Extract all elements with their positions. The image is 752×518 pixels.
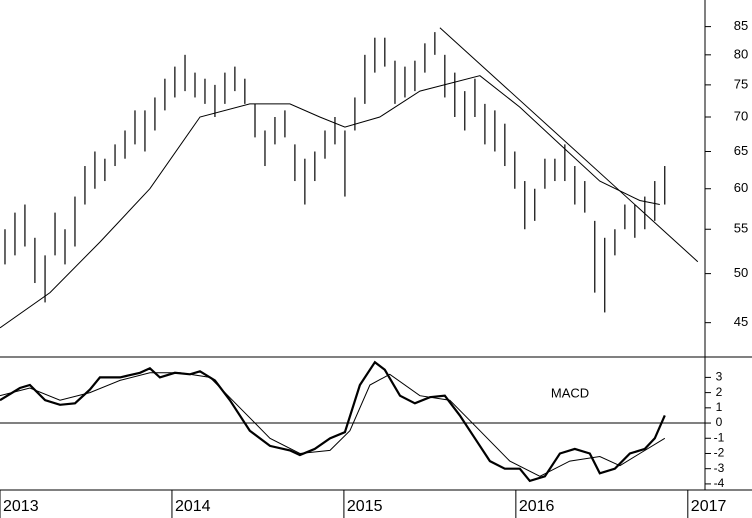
y-tick-label: 75 (734, 76, 748, 91)
x-tick-label: 2014 (175, 498, 211, 515)
macd-line (0, 372, 666, 477)
y-tick-label: 50 (734, 265, 748, 280)
y-tick-label: -4 (714, 476, 725, 490)
x-tick-label: 2017 (691, 498, 727, 515)
y-tick-label: 70 (734, 108, 748, 123)
y-tick-label: -3 (714, 461, 725, 475)
macd-line (0, 360, 666, 483)
y-tick-label: 0 (716, 415, 723, 429)
trendline (439, 27, 699, 263)
y-tick-label: 60 (734, 180, 748, 195)
x-tick-label: 2016 (519, 498, 555, 515)
macd-label: MACD (551, 385, 589, 400)
y-tick-label: 65 (734, 143, 748, 158)
x-tick-label: 2013 (3, 498, 39, 515)
y-tick-label: 85 (734, 18, 748, 33)
y-tick-label: 80 (734, 46, 748, 61)
y-tick-label: 1 (716, 400, 723, 414)
y-tick-label: 55 (734, 221, 748, 236)
y-tick-label: 45 (734, 314, 748, 329)
moving-average (0, 75, 660, 329)
y-tick-label: 2 (716, 385, 723, 399)
x-tick-label: 2015 (347, 498, 383, 515)
y-tick-label: -1 (714, 430, 725, 444)
y-tick-label: -2 (714, 446, 725, 460)
y-tick-label: 3 (716, 370, 723, 384)
